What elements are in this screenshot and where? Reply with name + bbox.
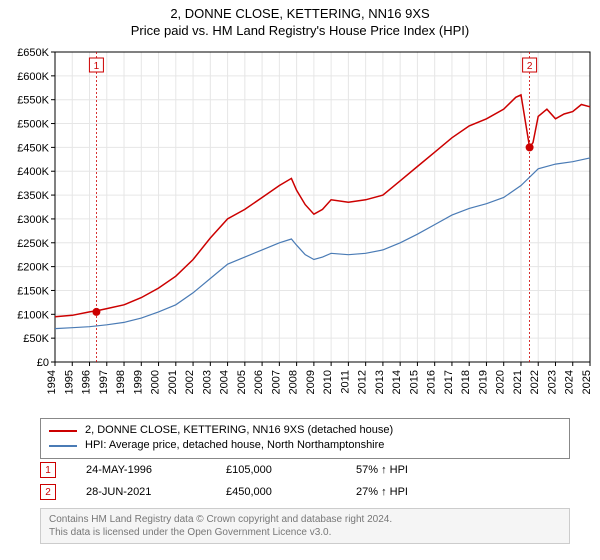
svg-text:1997: 1997 [98, 370, 110, 394]
marker-badge: 2 [40, 484, 56, 500]
svg-text:2021: 2021 [512, 370, 524, 394]
title-line1: 2, DONNE CLOSE, KETTERING, NN16 9XS [0, 6, 600, 21]
svg-text:2005: 2005 [236, 370, 248, 394]
svg-text:2003: 2003 [201, 370, 213, 394]
legend-swatch [49, 445, 77, 447]
legend-item: HPI: Average price, detached house, Nort… [49, 438, 561, 453]
svg-text:2022: 2022 [529, 370, 541, 394]
series-price_paid [55, 95, 590, 317]
marker-pct: 57% ↑ HPI [356, 464, 466, 476]
svg-text:£550K: £550K [17, 95, 49, 107]
svg-text:1996: 1996 [81, 370, 93, 394]
marker-pct: 27% ↑ HPI [356, 486, 466, 498]
svg-text:2016: 2016 [426, 370, 438, 394]
chart-area: £0 £50K £100K £150K £200K £250K £300K £350K £400… [0, 42, 600, 412]
svg-text:1999: 1999 [132, 370, 144, 394]
svg-text:£150K: £150K [17, 285, 49, 297]
svg-text:£100K: £100K [17, 309, 49, 321]
svg-text:2019: 2019 [477, 370, 489, 394]
marker-date: 28-JUN-2021 [86, 486, 196, 498]
svg-text:2002: 2002 [184, 370, 196, 394]
line-chart: £0 £50K £100K £150K £200K £250K £300K £350K £400… [0, 42, 600, 412]
svg-text:£450K: £450K [17, 142, 49, 154]
svg-text:£200K: £200K [17, 262, 49, 274]
footer-line1: Contains HM Land Registry data © Crown c… [49, 513, 561, 526]
svg-text:2000: 2000 [150, 370, 162, 394]
legend-item: 2, DONNE CLOSE, KETTERING, NN16 9XS (det… [49, 423, 561, 438]
svg-text:1: 1 [94, 61, 100, 72]
legend-label: 2, DONNE CLOSE, KETTERING, NN16 9XS (det… [85, 423, 393, 438]
svg-text:2001: 2001 [167, 370, 179, 394]
svg-text:2009: 2009 [305, 370, 317, 394]
svg-text:2012: 2012 [357, 370, 369, 394]
svg-text:£350K: £350K [17, 190, 49, 202]
svg-text:1994: 1994 [46, 370, 58, 394]
legend-swatch [49, 430, 77, 432]
svg-text:£250K: £250K [17, 238, 49, 250]
svg-text:£50K: £50K [23, 333, 49, 345]
svg-text:2025: 2025 [581, 370, 593, 394]
svg-text:2014: 2014 [391, 370, 403, 394]
svg-text:£600K: £600K [17, 71, 49, 83]
svg-text:£500K: £500K [17, 119, 49, 131]
footer-line2: This data is licensed under the Open Gov… [49, 526, 561, 539]
marker-price: £105,000 [226, 464, 326, 476]
marker-date: 24-MAY-1996 [86, 464, 196, 476]
svg-text:2010: 2010 [322, 370, 334, 394]
legend-label: HPI: Average price, detached house, Nort… [85, 438, 384, 453]
marker-badge: 1 [40, 462, 56, 478]
footer-attribution: Contains HM Land Registry data © Crown c… [40, 508, 570, 544]
svg-text:2: 2 [527, 61, 533, 72]
svg-text:£650K: £650K [17, 47, 49, 59]
event-markers: 1 24-MAY-1996 £105,000 57% ↑ HPI 2 28-JUN-202… [40, 462, 570, 506]
svg-text:2007: 2007 [270, 370, 282, 394]
svg-text:1995: 1995 [63, 370, 75, 394]
svg-text:2023: 2023 [546, 370, 558, 394]
svg-text:2011: 2011 [339, 370, 351, 394]
svg-text:2015: 2015 [408, 370, 420, 394]
svg-text:2004: 2004 [219, 370, 231, 394]
svg-text:1998: 1998 [115, 370, 127, 394]
legend: 2, DONNE CLOSE, KETTERING, NN16 9XS (det… [40, 418, 570, 459]
svg-text:2017: 2017 [443, 370, 455, 394]
svg-text:£300K: £300K [17, 214, 49, 226]
marker-price: £450,000 [226, 486, 326, 498]
svg-text:£400K: £400K [17, 166, 49, 178]
svg-text:2024: 2024 [564, 370, 576, 394]
svg-text:2008: 2008 [288, 370, 300, 394]
marker-row: 1 24-MAY-1996 £105,000 57% ↑ HPI [40, 462, 570, 478]
svg-text:2006: 2006 [253, 370, 265, 394]
title-line2: Price paid vs. HM Land Registry's House … [0, 23, 600, 38]
svg-text:2013: 2013 [374, 370, 386, 394]
marker-row: 2 28-JUN-2021 £450,000 27% ↑ HPI [40, 484, 570, 500]
svg-text:2020: 2020 [495, 370, 507, 394]
svg-text:2018: 2018 [460, 370, 472, 394]
svg-text:£0: £0 [37, 357, 49, 369]
